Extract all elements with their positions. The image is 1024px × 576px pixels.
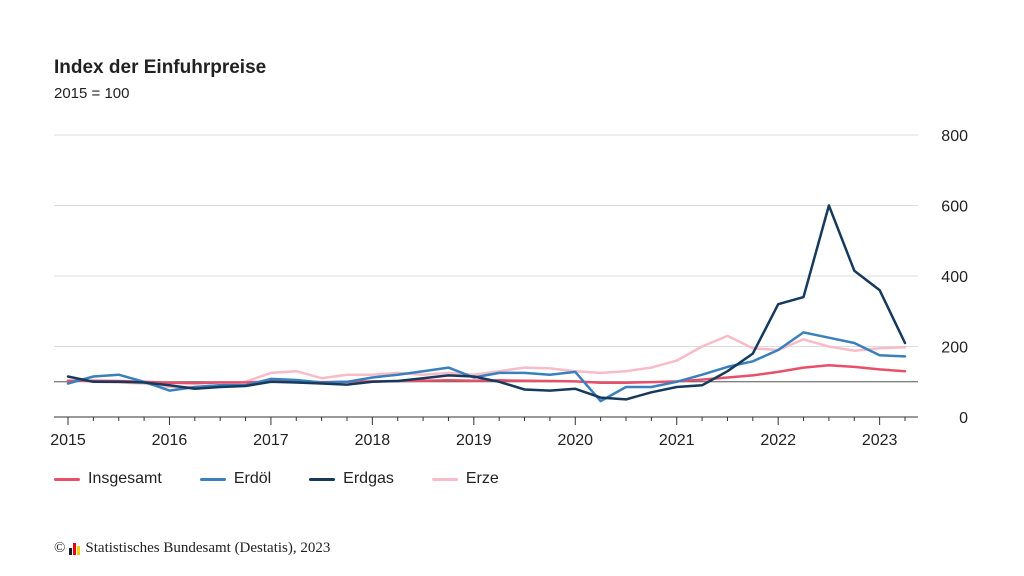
line-chart: 0 200 400 600 800 2015 2016 2017 2018 2019 2020 202… [50, 128, 968, 449]
legend-label: Insgesamt [88, 470, 162, 487]
copyright-symbol: © [54, 540, 66, 556]
x-tick-label: 2023 [862, 432, 898, 449]
series-line-erdoel [66, 331, 907, 403]
y-tick-label: 800 [941, 128, 968, 145]
legend-item-insgesamt: Insgesamt [54, 470, 162, 488]
series-line-erdgas [66, 204, 907, 401]
chart-title: Index der Einfuhrpreise [54, 57, 267, 78]
legend-item-erdoel: Erdöl [199, 470, 272, 488]
legend-swatch [309, 477, 336, 481]
x-tick-label: 2022 [760, 432, 796, 449]
x-tick-label: 2015 [50, 432, 86, 449]
x-tick-label: 2016 [152, 432, 188, 449]
chart-subtitle: 2015 = 100 [54, 85, 130, 102]
y-tick-label: 600 [941, 199, 968, 216]
source-note: © Statistisches Bundesamt (Destatis), 20… [54, 540, 330, 557]
chart-legend: Insgesamt Erdöl Erdgas Erze [54, 470, 537, 488]
y-tick-label: 0 [959, 410, 968, 427]
y-tick-label: 400 [941, 269, 968, 286]
x-tick-label: 2020 [557, 432, 593, 449]
source-text: Statistisches Bundesamt (Destatis), 2023 [85, 540, 331, 556]
legend-item-erze: Erze [431, 470, 499, 488]
x-tick-label: 2017 [253, 432, 289, 449]
legend-swatch [431, 477, 458, 481]
destatis-logo [69, 542, 81, 555]
legend-label: Erdgas [343, 470, 394, 487]
legend-swatch [199, 477, 226, 481]
legend-label: Erze [465, 470, 499, 487]
x-tick-label: 2019 [456, 432, 492, 449]
x-tick-label: 2018 [355, 432, 391, 449]
legend-swatch [54, 477, 80, 481]
x-tick-label: 2021 [659, 432, 695, 449]
legend-label: Erdöl [233, 470, 272, 487]
series-line-insgesamt [66, 363, 907, 385]
legend-item-erdgas: Erdgas [309, 470, 394, 488]
y-tick-label: 200 [941, 340, 968, 357]
